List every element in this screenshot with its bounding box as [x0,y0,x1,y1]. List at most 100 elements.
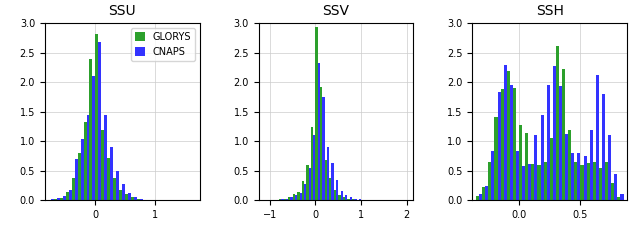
Bar [286,199,288,200]
Bar [279,199,282,200]
Bar [304,184,307,200]
Bar [343,197,345,200]
Legend: GLORYS, CNAPS: GLORYS, CNAPS [131,28,195,61]
Bar [292,195,295,200]
Bar [528,164,531,200]
Bar [614,175,618,200]
Bar [137,199,140,200]
Bar [291,197,292,200]
Bar [500,89,504,200]
Bar [553,66,556,200]
Bar [476,196,479,200]
Bar [550,138,553,200]
Bar [608,135,611,200]
Bar [282,199,284,200]
Bar [86,115,90,200]
Bar [492,151,495,200]
Bar [300,193,302,200]
Bar [577,153,580,200]
Bar [538,165,541,200]
Bar [333,190,336,200]
Bar [332,163,333,200]
Bar [504,65,507,200]
Bar [131,197,134,200]
Bar [77,153,81,200]
Bar [125,195,128,200]
Bar [320,87,323,200]
Bar [574,162,577,200]
Bar [587,163,589,200]
Bar [128,193,131,200]
Bar [302,182,304,200]
Bar [620,195,623,200]
Bar [90,59,92,200]
Bar [349,197,352,200]
Bar [543,162,547,200]
Bar [348,199,349,200]
Bar [51,199,54,200]
Bar [602,94,605,200]
Bar [308,168,311,200]
Bar [605,162,608,200]
Title: SSH: SSH [536,4,564,18]
Bar [307,165,308,200]
Bar [596,75,599,200]
Bar [68,190,72,200]
Bar [81,139,84,200]
Bar [110,147,113,200]
Bar [63,196,66,200]
Bar [318,63,320,200]
Bar [101,130,104,200]
Bar [488,162,492,200]
Bar [495,116,497,200]
Bar [556,46,559,200]
Bar [531,164,534,200]
Bar [519,125,522,200]
Bar [580,165,584,200]
Bar [572,153,574,200]
Bar [482,187,485,200]
Bar [345,195,348,200]
Bar [534,135,538,200]
Bar [323,97,324,200]
Bar [116,171,119,200]
Bar [313,135,316,200]
Bar [516,151,519,200]
Bar [507,71,510,200]
Bar [339,195,340,200]
Bar [593,162,596,200]
Bar [354,199,356,200]
Bar [122,185,125,200]
Bar [485,186,488,200]
Bar [547,85,550,200]
Title: SSV: SSV [323,4,349,18]
Bar [119,190,122,200]
Bar [340,191,343,200]
Bar [311,127,313,200]
Bar [611,183,614,200]
Bar [75,159,77,200]
Bar [510,85,513,200]
Bar [316,27,318,200]
Bar [513,88,516,200]
Bar [352,199,354,200]
Bar [525,133,528,200]
Bar [589,130,593,200]
Bar [72,178,75,200]
Bar [295,195,297,200]
Bar [559,86,562,200]
Bar [60,198,63,200]
Title: SSU: SSU [108,4,136,18]
Bar [113,178,116,200]
Bar [584,156,587,200]
Bar [134,197,137,200]
Bar [565,134,568,200]
Bar [599,168,602,200]
Bar [140,199,143,200]
Bar [327,147,329,200]
Bar [54,199,57,200]
Bar [497,92,500,200]
Bar [329,178,332,200]
Bar [336,180,339,200]
Bar [359,199,361,200]
